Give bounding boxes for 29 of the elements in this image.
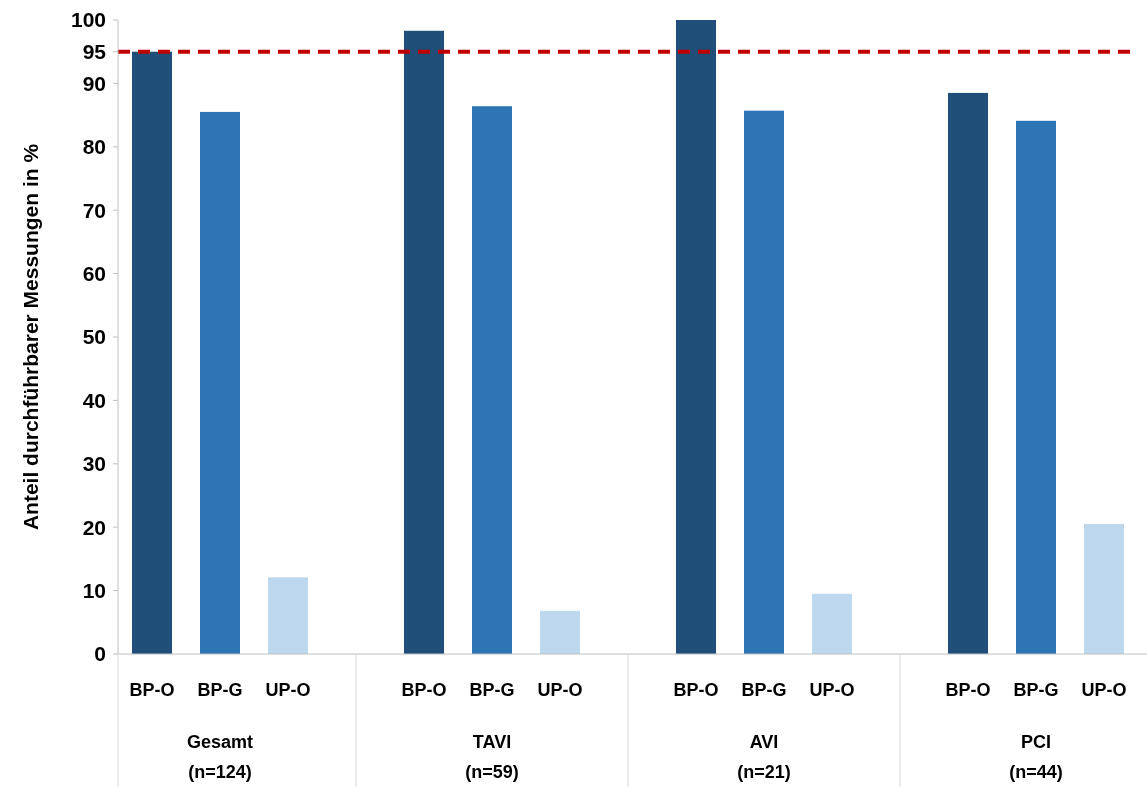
y-tick-label: 60: [82, 261, 106, 285]
text: UP-O: [537, 680, 583, 700]
series-label: UP-O: [265, 680, 311, 700]
x-tick-label: Gesamt (n=124): [186, 732, 254, 782]
y-tick-label: 40: [82, 388, 106, 412]
y-tick-label: 50: [82, 325, 106, 349]
y-tick-label: 90: [82, 71, 106, 95]
text: BP-G: [469, 680, 515, 700]
y-tick-label: 80: [82, 135, 106, 159]
y-tick-label: 70: [82, 198, 106, 222]
text: BP-O: [673, 680, 719, 700]
x-tick-label: PCI (n=44): [1009, 732, 1063, 782]
text: BP-O: [401, 680, 447, 700]
y-tick-label: 0: [94, 642, 106, 666]
y-axis-title: Anteil durchführbarer Messungen in %: [19, 143, 42, 531]
text: BP-G: [741, 680, 787, 700]
y-tick-label: 10: [82, 578, 106, 602]
x-tick-label: TAVI (n=59): [465, 732, 519, 782]
text: BP-G: [1013, 680, 1059, 700]
x-tick-label: AVI (n=21): [737, 732, 791, 782]
y-tick-label: 20: [82, 515, 106, 539]
y-tick-label: 30: [82, 452, 106, 476]
series-label: BP-G: [197, 680, 243, 700]
y-tick-label: 95: [82, 40, 107, 64]
text: UP-O: [809, 680, 855, 700]
text: UP-O: [1081, 680, 1127, 700]
text: BP-O: [945, 680, 991, 700]
y-tick-label: 100: [70, 8, 106, 32]
series-label: BP-O: [129, 680, 175, 700]
